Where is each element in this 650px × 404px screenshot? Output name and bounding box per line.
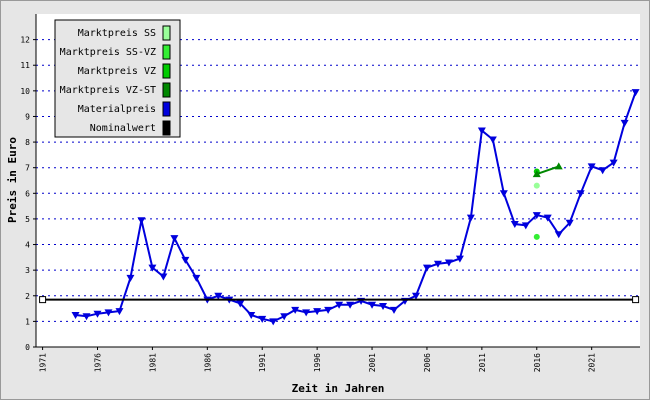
x-tick-label: 2001 [368, 353, 377, 372]
y-tick-label: 0 [25, 343, 30, 352]
legend-swatch [162, 44, 171, 60]
y-axis-label: Preis in Euro [6, 137, 19, 223]
point [587, 163, 596, 171]
legend-box [54, 19, 181, 138]
legend-label: Materialpreis [78, 104, 156, 115]
point [93, 310, 102, 318]
point [170, 235, 179, 243]
y-tick-label: 9 [25, 112, 30, 121]
point [477, 127, 486, 135]
point [499, 190, 508, 198]
y-tick-label: 1 [25, 317, 30, 326]
point [620, 119, 629, 127]
point [632, 296, 640, 304]
point [302, 309, 311, 317]
x-tick-label: 1981 [148, 353, 157, 372]
legend-label: Marktpreis SS-VZ [60, 47, 156, 58]
y-tick-label: 8 [25, 138, 30, 147]
legend-swatch [162, 120, 171, 136]
x-axis-label: Zeit in Jahren [292, 382, 385, 395]
point [82, 313, 91, 321]
point [444, 259, 453, 267]
x-tick-label: 1991 [258, 353, 267, 372]
x-tick-label: 2006 [423, 353, 432, 372]
point [598, 167, 607, 175]
legend-label: Marktpreis SS [78, 28, 156, 39]
point [137, 217, 146, 225]
x-tick-label: 1996 [313, 353, 322, 372]
y-tick-label: 12 [20, 36, 30, 45]
point [181, 256, 190, 264]
point [269, 318, 278, 326]
point [433, 260, 442, 268]
point [533, 233, 540, 240]
y-tick-label: 10 [20, 87, 30, 96]
point [521, 222, 530, 230]
point [631, 89, 640, 97]
y-tick-label: 4 [25, 241, 30, 250]
point [533, 182, 540, 189]
x-tick-label: 2011 [478, 353, 487, 372]
point [159, 273, 168, 281]
point [609, 159, 618, 167]
point [466, 214, 475, 222]
point [554, 231, 563, 239]
x-tick-label: 2021 [588, 353, 597, 372]
legend-label: Marktpreis VZ-ST [60, 85, 156, 96]
point [554, 162, 563, 170]
y-tick-label: 5 [25, 215, 30, 224]
legend-label: Nominalwert [90, 123, 156, 134]
point [192, 274, 201, 282]
point [543, 214, 552, 222]
y-tick-label: 6 [25, 189, 30, 198]
point [324, 306, 333, 314]
point [39, 296, 47, 304]
legend-swatch [162, 63, 171, 79]
point [532, 170, 541, 178]
point [379, 303, 388, 311]
point [422, 264, 431, 272]
point [148, 264, 157, 272]
x-tick-label: 1986 [203, 353, 212, 372]
point [236, 300, 245, 308]
point [576, 190, 585, 198]
point [258, 315, 267, 323]
point [411, 292, 420, 300]
point [488, 136, 497, 144]
x-tick-label: 1976 [93, 353, 102, 372]
point [313, 308, 322, 316]
point [565, 219, 574, 227]
y-tick-label: 2 [25, 292, 30, 301]
point [214, 292, 223, 300]
legend-swatch [162, 25, 171, 41]
y-tick-label: 7 [25, 164, 30, 173]
point [291, 306, 300, 314]
line [536, 165, 560, 176]
point [532, 212, 541, 220]
point [390, 306, 399, 314]
line [75, 91, 637, 323]
x-tick-label: 1971 [39, 353, 48, 372]
point [368, 301, 377, 309]
point [247, 311, 256, 319]
point [346, 301, 355, 309]
point [455, 255, 464, 263]
y-tick-label: 3 [25, 266, 30, 275]
legend-swatch [162, 82, 171, 98]
point [335, 301, 344, 309]
y-tick-label: 11 [20, 61, 30, 70]
point [71, 311, 80, 319]
legend-label: Marktpreis VZ [78, 66, 156, 77]
point [126, 274, 135, 282]
point [280, 313, 289, 321]
x-tick-label: 2016 [533, 353, 542, 372]
point [510, 221, 519, 229]
point [104, 309, 113, 317]
point [115, 308, 124, 316]
legend-swatch [162, 101, 171, 117]
